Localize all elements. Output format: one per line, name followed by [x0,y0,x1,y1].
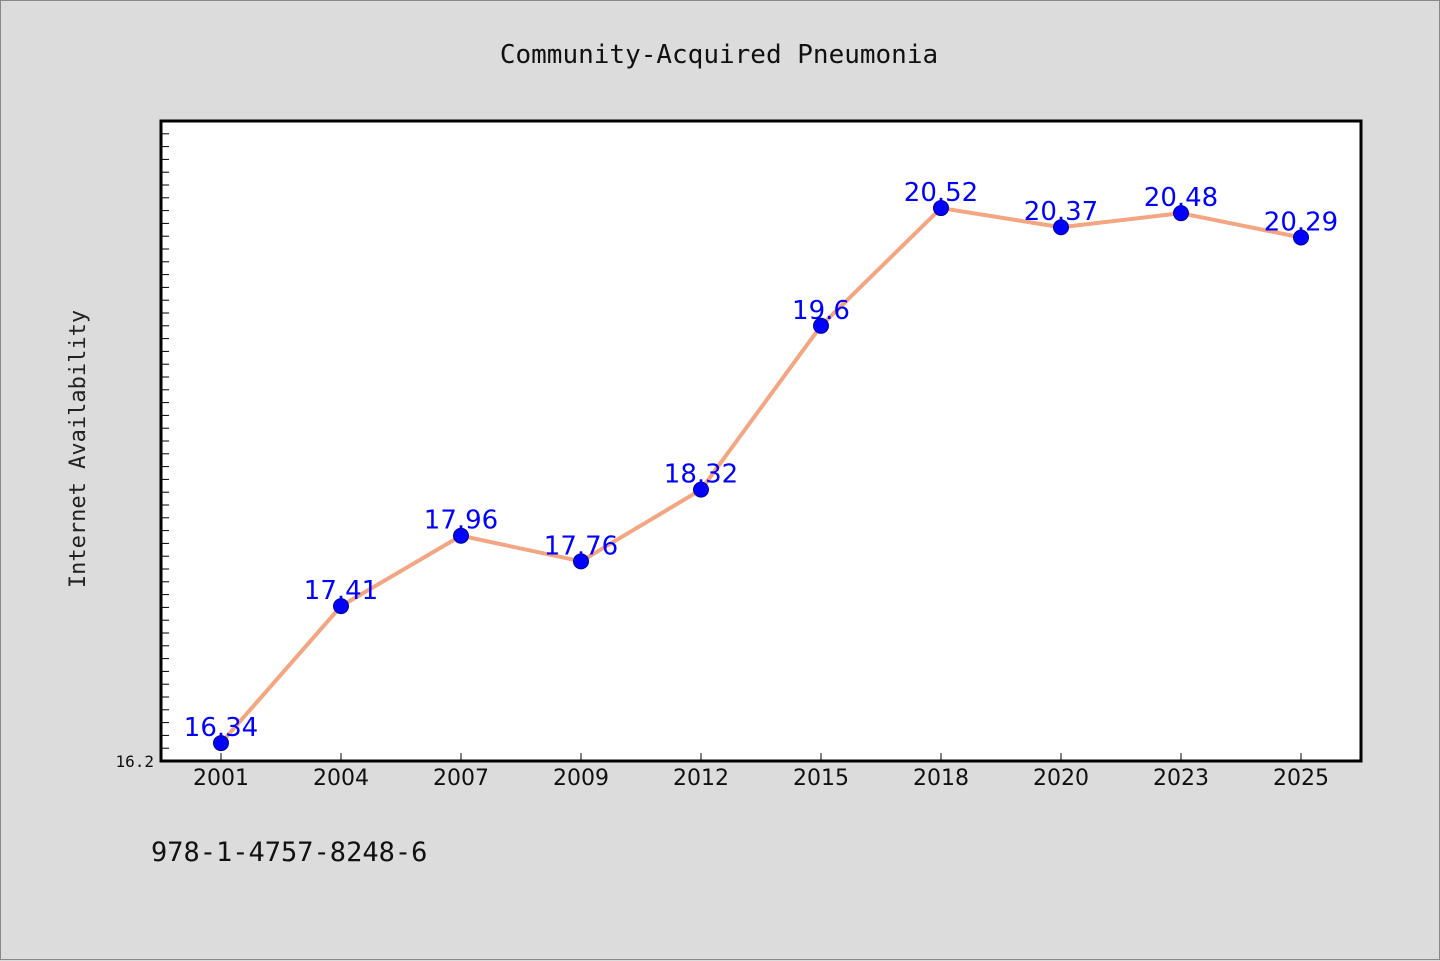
x-tick-label: 2023 [1153,766,1209,791]
data-label: 19.6 [792,296,850,326]
data-label: 18.32 [664,460,738,490]
data-point [333,598,349,615]
x-tick-label: 2007 [433,766,489,791]
data-point [453,527,469,544]
y-axis-label: Internet Availability [66,310,91,588]
data-labels-group: 16.34 17.41 17.96 17.76 18.32 19.6 20.52 20.37 2… [184,178,1338,743]
data-point [1293,229,1309,246]
data-label: 17.96 [424,506,498,536]
series-line [219,206,1302,745]
x-tick-label: 2001 [193,766,249,791]
data-label: 20.52 [904,178,978,208]
data-label: 17.41 [304,576,378,606]
footer-code: 978-1-4757-8248-6 [151,837,428,868]
data-point [693,481,709,498]
series-line-group [219,206,1302,745]
x-tick-label: 2015 [793,766,849,791]
y-axis-ticks [161,133,169,749]
data-point [933,200,949,217]
x-tick-label: 2004 [313,766,369,791]
data-point [813,317,829,334]
data-label: 16.34 [184,713,258,743]
x-tick-label: 2009 [553,766,609,791]
data-label: 17.76 [544,531,618,561]
data-point [573,553,589,570]
data-point [213,735,229,752]
x-tick-label: 2012 [673,766,729,791]
x-tick-label: 2018 [913,766,969,791]
plot-area [159,119,1363,763]
chart-title: Community-Acquired Pneumonia [500,40,938,70]
data-label: 20.37 [1024,197,1098,227]
data-label: 20.48 [1144,183,1218,213]
markers-group [213,200,1309,752]
x-axis-ticks: 2001 2004 2007 2009 2012 2015 2018 2020 2023 2025 [193,753,1329,791]
x-tick-label: 2025 [1273,766,1329,791]
data-point [1053,219,1069,236]
x-tick-label: 2020 [1033,766,1089,791]
data-label: 20.29 [1264,207,1338,237]
y-tick-label: 16.2 [115,752,154,771]
data-point [1173,205,1189,222]
